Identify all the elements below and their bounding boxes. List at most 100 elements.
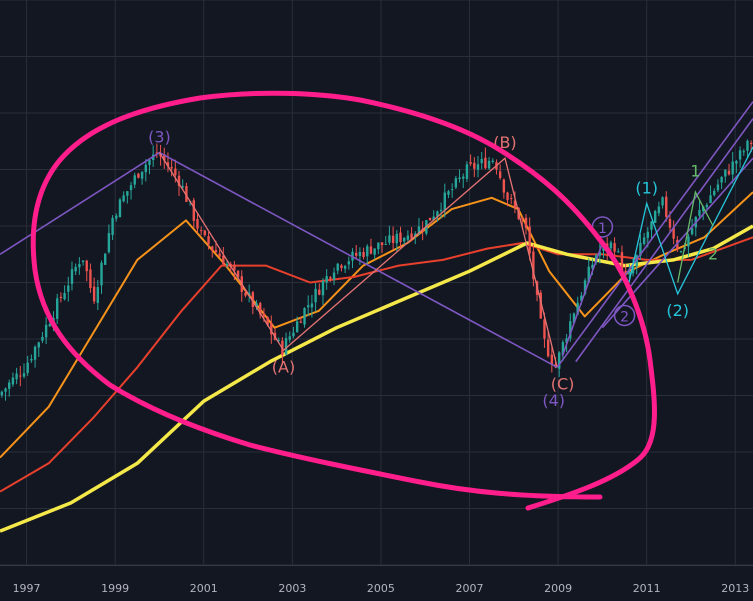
moving-average-ma_slow xyxy=(0,224,753,533)
candle-body xyxy=(746,140,749,151)
candle-body xyxy=(225,263,229,266)
candle-body xyxy=(377,242,380,250)
candle-body xyxy=(510,198,513,200)
candle-body xyxy=(473,162,476,169)
candle-body xyxy=(115,215,118,219)
candle-body xyxy=(506,192,509,201)
wave-label: 2 xyxy=(708,244,718,263)
candle-body xyxy=(236,270,240,278)
candle-body xyxy=(218,253,221,257)
candle-body xyxy=(314,288,317,303)
candle-body xyxy=(727,170,731,175)
candle-body xyxy=(384,243,387,245)
candle-body xyxy=(653,211,657,223)
candle-body xyxy=(569,321,572,339)
candle-body xyxy=(720,176,723,183)
candle-body xyxy=(443,192,446,211)
candle-body xyxy=(380,242,384,246)
candle-body xyxy=(628,272,631,275)
candle-body xyxy=(749,142,753,144)
candle-body xyxy=(491,160,494,162)
candle-body xyxy=(458,177,461,180)
x-tick-label: 1997 xyxy=(13,582,41,595)
candle-body xyxy=(716,184,720,191)
candle-body xyxy=(137,173,140,178)
candle-body xyxy=(181,186,184,188)
candle-body xyxy=(126,191,129,196)
candle-body xyxy=(247,292,251,296)
annotation-ellipse xyxy=(30,90,657,511)
candle-body xyxy=(321,280,325,296)
candle-body xyxy=(163,154,166,161)
candle-body xyxy=(270,323,273,335)
candle-body xyxy=(354,252,358,256)
candle-body xyxy=(59,296,63,298)
candle-body xyxy=(170,167,173,169)
candle-body xyxy=(67,285,70,292)
x-tick-label: 2001 xyxy=(190,582,218,595)
candle-body xyxy=(661,197,664,206)
candle-body xyxy=(233,264,236,271)
candle-body xyxy=(196,219,199,229)
candle-body xyxy=(318,289,321,295)
candle-body xyxy=(417,226,421,235)
candle-body xyxy=(646,231,650,238)
freehand-annotation xyxy=(30,90,657,511)
candle-body xyxy=(292,332,295,337)
candle-body xyxy=(185,186,188,202)
candle-body xyxy=(303,308,306,325)
candle-body xyxy=(650,221,653,230)
wave-line-wave_abc xyxy=(158,152,558,368)
candle-body xyxy=(155,152,159,154)
candle-body xyxy=(388,235,391,243)
candle-body xyxy=(118,199,122,218)
candle-body xyxy=(255,303,258,307)
candle-body xyxy=(428,217,432,221)
candle-body xyxy=(698,210,701,216)
candle-body xyxy=(462,176,465,179)
candle-body xyxy=(347,261,351,265)
candle-body xyxy=(642,237,646,244)
candle-body xyxy=(565,338,568,343)
candle-body xyxy=(465,164,469,179)
candle-body xyxy=(22,373,26,377)
candle-body xyxy=(284,338,288,355)
candle-body xyxy=(211,246,214,251)
candle-body xyxy=(502,179,506,193)
candle-body xyxy=(668,218,672,228)
candle-body xyxy=(639,242,642,256)
candle-body xyxy=(107,233,111,253)
candle-body xyxy=(735,161,738,164)
candle-body xyxy=(358,251,362,257)
candle-body xyxy=(329,277,332,279)
candle-body xyxy=(476,164,480,170)
wave-labels: (3)(A)(B)(C)(4)12(1)(2)12 xyxy=(148,128,718,411)
candle-body xyxy=(469,162,472,164)
candle-body xyxy=(63,292,66,300)
candle-body xyxy=(487,160,491,169)
x-tick-label: 2013 xyxy=(721,582,749,595)
candle-body xyxy=(96,287,100,303)
candle-body xyxy=(133,175,136,185)
candle-body xyxy=(498,171,502,178)
wave-line-wave_primary xyxy=(601,157,753,329)
candle-body xyxy=(543,319,546,339)
candle-body xyxy=(85,260,88,272)
x-tick-label: 2011 xyxy=(633,582,661,595)
wave-lines xyxy=(0,101,753,369)
candle-body xyxy=(731,161,734,175)
x-tick-label: 1999 xyxy=(101,582,129,595)
candle-body xyxy=(454,178,458,188)
candle-body xyxy=(373,248,376,255)
wave-line-wave_primary xyxy=(575,118,753,363)
candle-body xyxy=(742,151,745,153)
candle-body xyxy=(624,270,627,275)
candle-body xyxy=(705,204,709,208)
x-tick-label: 2003 xyxy=(278,582,306,595)
candle-body xyxy=(362,251,365,258)
candle-body xyxy=(480,158,483,164)
candle-body xyxy=(484,157,487,169)
candle-body xyxy=(561,342,565,355)
candle-body xyxy=(277,340,280,342)
